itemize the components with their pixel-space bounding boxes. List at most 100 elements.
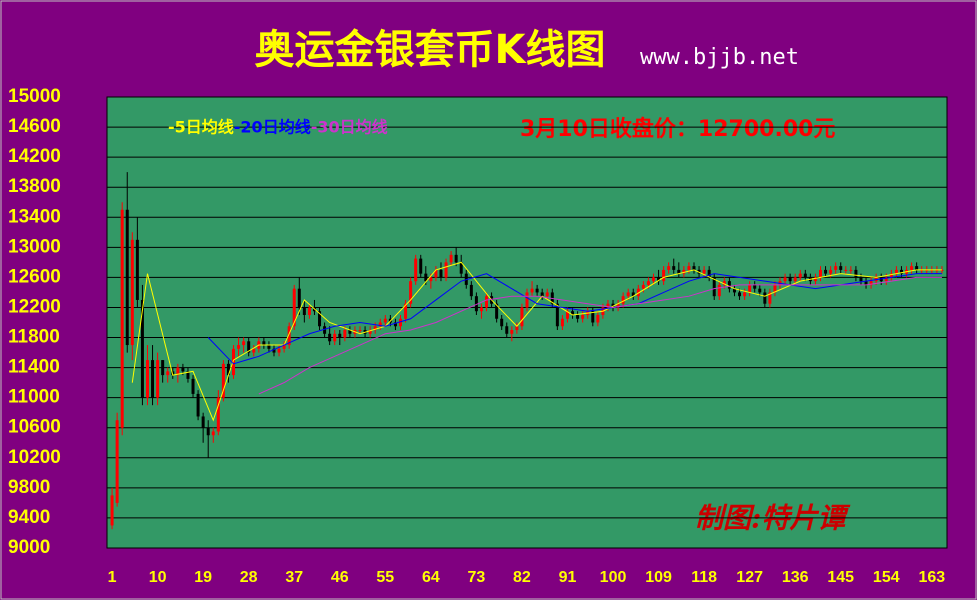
candle-body (707, 269, 711, 278)
candle-body (525, 292, 529, 308)
candle-body (859, 277, 863, 282)
candle-body (247, 341, 251, 353)
candle-body (712, 277, 716, 297)
plot-area (106, 96, 948, 549)
candle-body (398, 318, 402, 327)
candle-body (899, 269, 903, 274)
candle-body (798, 273, 802, 278)
candle-body (343, 330, 347, 338)
candle-body (611, 303, 615, 308)
candle-body (237, 345, 241, 349)
chart-title: 奥运金银套币K线图 (255, 27, 606, 73)
y-tick-label: 9000 (8, 537, 50, 558)
candle-body (151, 360, 155, 398)
candle-body (818, 269, 822, 278)
candle-body (702, 269, 706, 274)
candle-body (621, 296, 625, 304)
candle-body (758, 288, 762, 293)
candle-body (226, 363, 230, 376)
candle-body (358, 330, 362, 332)
candle-body (373, 326, 377, 331)
x-tick-label: 64 (422, 569, 440, 586)
candle-body (232, 348, 236, 376)
candle-body (722, 281, 726, 285)
candle-body (717, 284, 721, 297)
candle-body (824, 269, 828, 274)
legend-entry: -20日均线 (234, 118, 311, 137)
candle-body (186, 371, 190, 379)
x-tick-label: 100 (600, 569, 627, 586)
candle-body (773, 284, 777, 293)
annotation: 3月10日收盘价：12700.00元 (520, 116, 835, 142)
x-tick-label: 82 (513, 569, 531, 586)
ma-line (258, 276, 942, 395)
candle-body (277, 348, 281, 353)
candle-body (454, 254, 458, 263)
candle-body (631, 292, 635, 297)
candle-body (839, 266, 843, 270)
candle-body (682, 269, 686, 274)
candle-body (409, 281, 413, 304)
candle-body (596, 314, 600, 323)
y-tick-label: 14200 (8, 146, 61, 167)
x-tick-label: 46 (331, 569, 349, 586)
candle-body (641, 284, 645, 289)
candle-body (636, 288, 640, 297)
x-tick-label: 154 (873, 569, 900, 586)
candle-body (732, 288, 736, 293)
candle-body (606, 303, 610, 308)
candle-body (469, 284, 473, 297)
candle-body (560, 318, 564, 327)
candle-body (323, 326, 327, 334)
candle-body (894, 269, 898, 274)
y-tick-label: 14600 (8, 116, 61, 137)
candle-body (677, 269, 681, 274)
y-tick-label: 9400 (8, 507, 50, 528)
ma-line (131, 261, 942, 422)
candle-body (444, 262, 448, 278)
x-tick-label: 19 (194, 569, 212, 586)
candle-body (474, 296, 478, 312)
candle-body (763, 292, 767, 304)
candle-body (540, 292, 544, 297)
x-tick-label: 118 (691, 569, 717, 586)
x-tick-label: 91 (559, 569, 577, 586)
candle-body (383, 318, 387, 323)
candle-body (692, 266, 696, 270)
candle-body (156, 360, 160, 398)
legend-entry: -5日均线 (168, 118, 234, 137)
candle-body (318, 311, 322, 327)
candle-body (813, 277, 817, 282)
candle-body (429, 277, 433, 282)
candle-body (115, 420, 119, 503)
candle-body (292, 288, 296, 327)
y-tick-label: 11800 (8, 327, 60, 348)
candle-body (576, 314, 580, 319)
candle-body (368, 330, 372, 334)
candle-body (535, 288, 539, 293)
candle-body (520, 307, 524, 327)
candle-body (495, 303, 499, 319)
candle-body (135, 239, 139, 300)
x-tick-label: 1 (108, 569, 117, 586)
candle-body (545, 292, 549, 297)
candle-body (844, 269, 848, 271)
candle-body (616, 303, 620, 308)
y-tick-label: 15000 (8, 86, 61, 107)
y-tick-label: 13000 (8, 236, 61, 257)
candle-body (687, 266, 691, 270)
y-tick-label: 13800 (8, 176, 61, 197)
candle-body (652, 277, 656, 282)
candle-body (424, 273, 428, 282)
candle-body (646, 281, 650, 285)
candle-body (753, 284, 757, 289)
candle-body (404, 303, 408, 319)
candle-body (803, 273, 807, 278)
candle-body (869, 281, 873, 285)
candle-body (743, 292, 747, 297)
candle-body (479, 307, 483, 312)
y-tick-label: 9800 (8, 477, 50, 498)
x-tick-label: 37 (285, 569, 303, 586)
candle-body (581, 314, 585, 319)
candle-body (626, 292, 630, 297)
